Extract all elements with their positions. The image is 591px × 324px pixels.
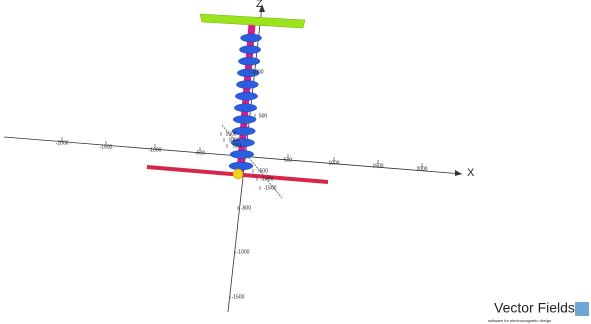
x-axis-label: X bbox=[467, 167, 475, 179]
disc bbox=[238, 57, 260, 65]
y-tick-label: 500 bbox=[233, 143, 242, 149]
disc bbox=[233, 115, 256, 123]
logo-tagline: software for electromagnetic design bbox=[488, 318, 551, 323]
z-tick-label: 500 bbox=[259, 113, 268, 119]
logo-name: Vector Fields bbox=[494, 300, 575, 316]
x-tick-label: -1500 bbox=[100, 144, 113, 150]
page: X Z -2000 -1500 -1000 -500 500 1000 1500 2000 10… bbox=[0, 0, 591, 324]
y-tick-label: -500 bbox=[258, 168, 268, 174]
x-tick-label: 500 bbox=[284, 157, 293, 163]
x-tick-label: 1000 bbox=[328, 160, 339, 166]
x-tick-label: -500 bbox=[195, 150, 205, 156]
z-tick-label: -500 bbox=[241, 205, 251, 211]
x-tick-label: 2000 bbox=[416, 166, 427, 172]
scene: X Z -2000 -1500 -1000 -500 500 1000 1500 2000 10… bbox=[0, 0, 591, 324]
disc bbox=[241, 34, 262, 42]
base-ball bbox=[233, 169, 243, 179]
disc bbox=[234, 104, 257, 112]
disc bbox=[236, 81, 258, 89]
disc bbox=[229, 162, 253, 170]
x-tick-label: 1500 bbox=[372, 163, 383, 169]
y-tick-label: -1000 bbox=[261, 176, 274, 182]
logo-icon bbox=[575, 302, 589, 316]
x-arrow bbox=[455, 170, 462, 176]
disc bbox=[230, 150, 254, 158]
x-tick-label: -1000 bbox=[149, 147, 162, 153]
disc bbox=[235, 92, 257, 100]
y-tick-label: -1500 bbox=[264, 185, 277, 191]
z-tick-label: -1000 bbox=[237, 249, 250, 255]
x-tick-label: -2000 bbox=[56, 140, 69, 146]
z-tick-label: -1500 bbox=[232, 294, 245, 300]
z-axis-label: Z bbox=[256, 0, 263, 10]
z-tick-label: 1000 bbox=[252, 69, 263, 75]
disc bbox=[239, 46, 260, 54]
